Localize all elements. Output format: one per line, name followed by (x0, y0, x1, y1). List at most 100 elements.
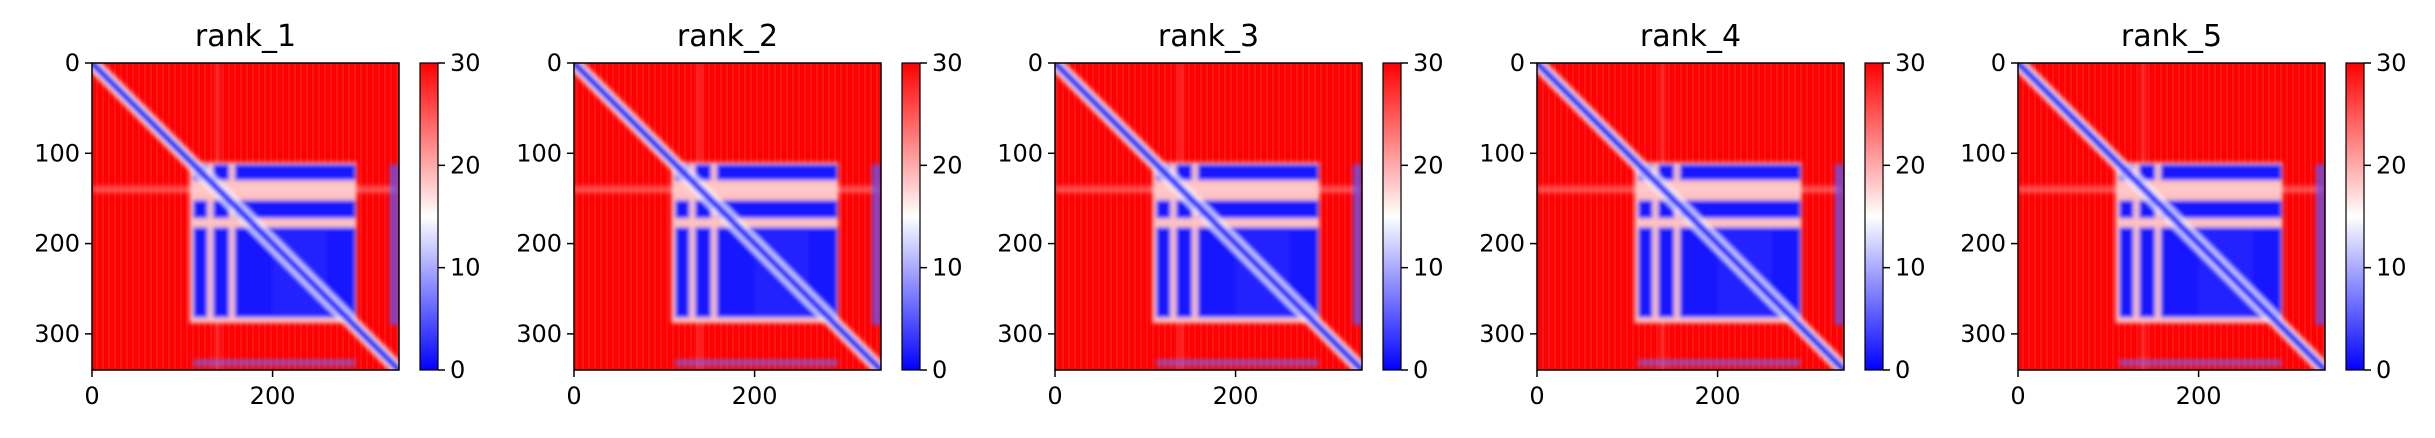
domain-block (193, 200, 208, 219)
domain-block (716, 164, 838, 181)
edge-strip (389, 164, 399, 325)
domain-block (193, 227, 208, 318)
panel-title: rank_1 (195, 19, 296, 54)
x-tick-label: 200 (732, 382, 778, 410)
y-tick-label: 200 (1479, 230, 1525, 258)
y-tick-label: 0 (65, 49, 80, 77)
domain-block (1657, 227, 1675, 318)
colorbar-gradient (901, 62, 921, 371)
heatmap (1537, 63, 1844, 370)
x-tick-label: 200 (1695, 382, 1741, 410)
axes-frame (573, 62, 882, 371)
panel-rank_5: rank_5 0 100 200 300 0 200 0 10 20 30 (1960, 19, 2406, 410)
y-tick-label: 0 (1991, 49, 2006, 77)
domain-block (716, 200, 838, 219)
axes-frame (91, 62, 400, 371)
colorbar-tick-label: 20 (932, 151, 963, 179)
heatmap (574, 63, 881, 370)
colorbar-tick-label: 20 (2376, 151, 2407, 179)
colorbar-tick-label: 0 (2376, 356, 2391, 384)
y-tick-label: 200 (34, 230, 80, 258)
y-tick-label: 200 (1960, 230, 2006, 258)
diagonal (92, 63, 399, 370)
y-tick-label: 0 (547, 49, 562, 77)
colorbar-tick-label: 0 (450, 356, 465, 384)
diagonal (2018, 63, 2325, 370)
colorbar-tick-label: 30 (932, 49, 963, 77)
domain-block (1638, 200, 1653, 219)
domain-block (1638, 227, 1653, 318)
colorbar-gradient (1382, 62, 1402, 371)
y-tick-label: 100 (516, 139, 562, 167)
axes-frame (1536, 62, 1845, 371)
colorbar-tick-label: 10 (2376, 254, 2407, 282)
y-tick-label: 0 (1028, 49, 1043, 77)
x-tick-label: 0 (1529, 382, 1544, 410)
colorbar-tick-label: 30 (450, 49, 481, 77)
x-tick-label: 200 (1213, 382, 1259, 410)
panel-rank_3: rank_3 0 100 200 300 0 200 0 10 20 30 (997, 19, 1443, 410)
domain-block (694, 164, 712, 181)
y-tick-label: 300 (997, 320, 1043, 348)
domain-block (2119, 227, 2134, 318)
colorbar: 0 10 20 30 (901, 49, 963, 384)
domain-block (1156, 227, 1171, 318)
bottom-strip (675, 359, 838, 367)
colorbar-gradient (1864, 62, 1884, 371)
colorbar-tick-label: 30 (1413, 49, 1444, 77)
domain-block (2160, 164, 2282, 181)
colorbar: 0 10 20 30 (2345, 49, 2407, 384)
y-tick-label: 300 (1479, 320, 1525, 348)
y-tick-label: 100 (1479, 139, 1525, 167)
y-tick-label: 100 (997, 139, 1043, 167)
domain-block (1175, 164, 1193, 181)
x-tick-label: 0 (1047, 382, 1062, 410)
domain-block (1197, 164, 1319, 181)
panel-title: rank_4 (1640, 19, 1741, 54)
bottom-strip (1638, 359, 1801, 367)
domain-block (1197, 200, 1319, 219)
domain-block (212, 227, 230, 318)
colorbar-tick-label: 20 (450, 151, 481, 179)
x-tick-label: 0 (84, 382, 99, 410)
domain-block (234, 200, 356, 219)
colorbar-tick-label: 30 (2376, 49, 2407, 77)
colorbar-tick-label: 10 (1895, 254, 1926, 282)
colorbar-tick-label: 10 (932, 254, 963, 282)
heatmap (1055, 63, 1362, 370)
bottom-strip (193, 359, 356, 367)
domain-block (694, 227, 712, 318)
diagonal (1055, 63, 1362, 370)
y-tick-label: 0 (1510, 49, 1525, 77)
axes-frame (2017, 62, 2326, 371)
panel-rank_1: rank_1 0 100 200 300 0 200 0 10 20 30 (34, 19, 480, 410)
axes-frame (1054, 62, 1363, 371)
bottom-strip (2119, 359, 2282, 367)
domain-block (675, 227, 690, 318)
panel-title: rank_3 (1158, 19, 1259, 54)
y-tick-label: 100 (34, 139, 80, 167)
domain-block (2138, 164, 2156, 181)
x-tick-label: 0 (566, 382, 581, 410)
domain-block (2119, 200, 2134, 219)
panel-title: rank_5 (2121, 19, 2222, 54)
domain-block (234, 164, 356, 181)
bottom-strip (1156, 359, 1319, 367)
colorbar-gradient (419, 62, 439, 371)
heatmap (92, 63, 399, 370)
y-tick-label: 300 (1960, 320, 2006, 348)
panel-rank_2: rank_2 0 100 200 300 0 200 0 10 20 30 (516, 19, 962, 410)
colorbar: 0 10 20 30 (1382, 49, 1444, 384)
domain-block (2138, 227, 2156, 318)
edge-strip (2315, 164, 2325, 325)
domain-block (1679, 164, 1801, 181)
colorbar-gradient (2345, 62, 2365, 371)
y-tick-label: 300 (516, 320, 562, 348)
domain-block (1679, 200, 1801, 219)
colorbar: 0 10 20 30 (419, 49, 481, 384)
colorbar: 0 10 20 30 (1864, 49, 1926, 384)
panel-title: rank_2 (677, 19, 778, 54)
x-tick-label: 200 (250, 382, 296, 410)
domain-block (2160, 200, 2282, 219)
domain-block (1657, 164, 1675, 181)
